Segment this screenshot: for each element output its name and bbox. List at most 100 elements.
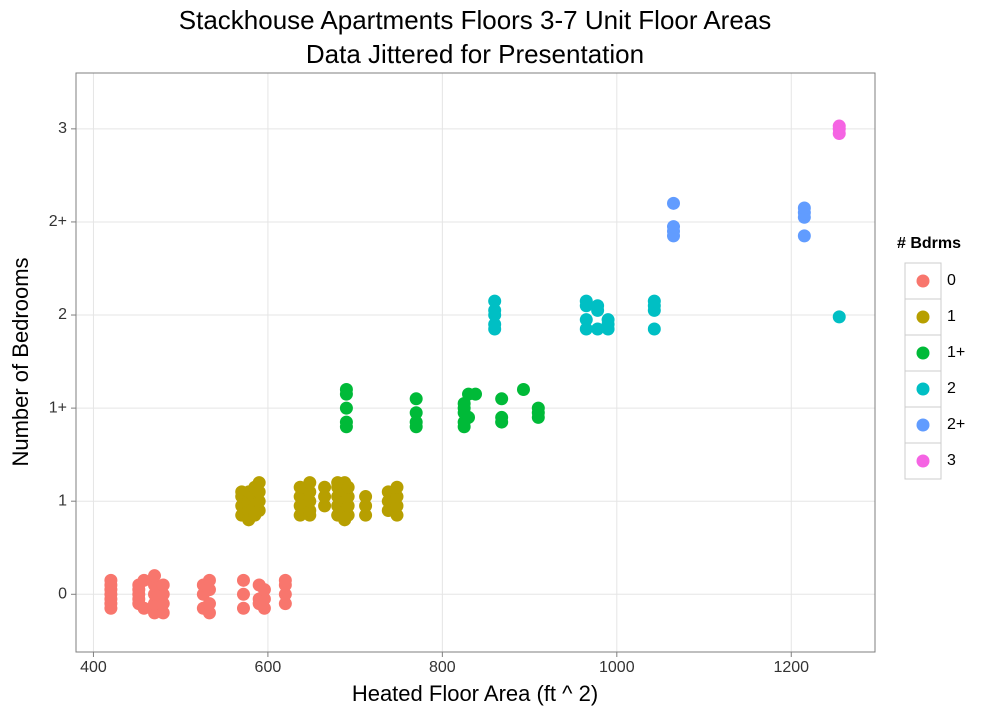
y-tick-label: 2+: [49, 213, 67, 230]
point: [236, 587, 250, 601]
point: [318, 499, 332, 513]
point: [390, 480, 404, 494]
point: [252, 485, 266, 499]
x-tick-label: 600: [255, 659, 282, 676]
point: [409, 392, 423, 406]
point: [252, 494, 266, 508]
point: [495, 410, 509, 424]
y-tick-label: 0: [58, 586, 67, 603]
point: [137, 601, 151, 615]
chart-subtitle: Data Jittered for Presentation: [306, 39, 644, 69]
point: [797, 201, 811, 215]
point: [202, 573, 216, 587]
point: [341, 480, 355, 494]
point: [390, 490, 404, 504]
legend-label: 2: [947, 380, 956, 397]
point: [591, 322, 605, 336]
point: [156, 587, 170, 601]
point: [202, 606, 216, 620]
legend-label: 2+: [947, 416, 965, 433]
point: [359, 508, 373, 522]
point: [647, 294, 661, 308]
point: [257, 583, 271, 597]
point: [252, 504, 266, 518]
y-tick-label: 1: [58, 492, 67, 509]
legend-swatch: [916, 454, 930, 468]
point: [104, 573, 118, 587]
legend-swatch: [916, 346, 930, 360]
chart-title: Stackhouse Apartments Floors 3-7 Unit Fl…: [179, 5, 772, 35]
point: [236, 601, 250, 615]
point: [647, 322, 661, 336]
x-axis-label: Heated Floor Area (ft ^ 2): [352, 681, 598, 706]
point: [488, 294, 502, 308]
point: [797, 229, 811, 243]
point: [341, 490, 355, 504]
point: [339, 401, 353, 415]
point: [832, 119, 846, 133]
point: [390, 499, 404, 513]
y-axis-label: Number of Bedrooms: [8, 257, 33, 466]
point: [236, 573, 250, 587]
legend-label: 1: [947, 308, 956, 325]
legend-label: 0: [947, 272, 956, 289]
point: [579, 322, 593, 336]
point: [516, 382, 530, 396]
point: [303, 476, 317, 490]
point: [667, 196, 681, 210]
point: [303, 504, 317, 518]
point: [318, 480, 332, 494]
point: [303, 494, 317, 508]
point: [137, 573, 151, 587]
x-tick-label: 800: [429, 659, 456, 676]
plot-border: [75, 72, 876, 653]
point: [278, 587, 292, 601]
point: [252, 476, 266, 490]
point: [303, 485, 317, 499]
plot-area: [76, 73, 875, 652]
y-tick-label: 3: [58, 120, 67, 137]
point: [202, 583, 216, 597]
point: [156, 578, 170, 592]
point: [579, 313, 593, 327]
point: [601, 313, 615, 327]
point: [278, 573, 292, 587]
legend-swatch: [916, 418, 930, 432]
x-tick-label: 1200: [773, 659, 809, 676]
point: [390, 508, 404, 522]
point: [409, 415, 423, 429]
legend-title: # Bdrms: [897, 235, 961, 252]
point: [359, 490, 373, 504]
point: [667, 220, 681, 234]
point: [409, 406, 423, 420]
point: [341, 508, 355, 522]
point: [488, 303, 502, 317]
point: [579, 294, 593, 308]
point: [359, 499, 373, 513]
legend-label: 3: [947, 452, 956, 469]
legend-key: [904, 370, 942, 408]
point: [318, 490, 332, 504]
point: [257, 592, 271, 606]
point: [462, 410, 476, 424]
point: [156, 597, 170, 611]
legend-label: 1+: [947, 344, 965, 361]
point: [278, 597, 292, 611]
x-tick-label: 1000: [599, 659, 635, 676]
point: [339, 415, 353, 429]
point: [339, 382, 353, 396]
point: [495, 392, 509, 406]
point: [148, 569, 162, 583]
point: [156, 606, 170, 620]
point: [469, 387, 482, 401]
point: [257, 601, 271, 615]
point: [488, 317, 502, 331]
x-tick-label: 400: [80, 659, 107, 676]
y-tick-label: 2: [58, 306, 67, 323]
legend-swatch: [916, 310, 930, 324]
point: [341, 499, 355, 513]
point: [832, 310, 846, 324]
y-tick-label: 1+: [49, 399, 67, 416]
legend-swatch: [916, 274, 930, 288]
